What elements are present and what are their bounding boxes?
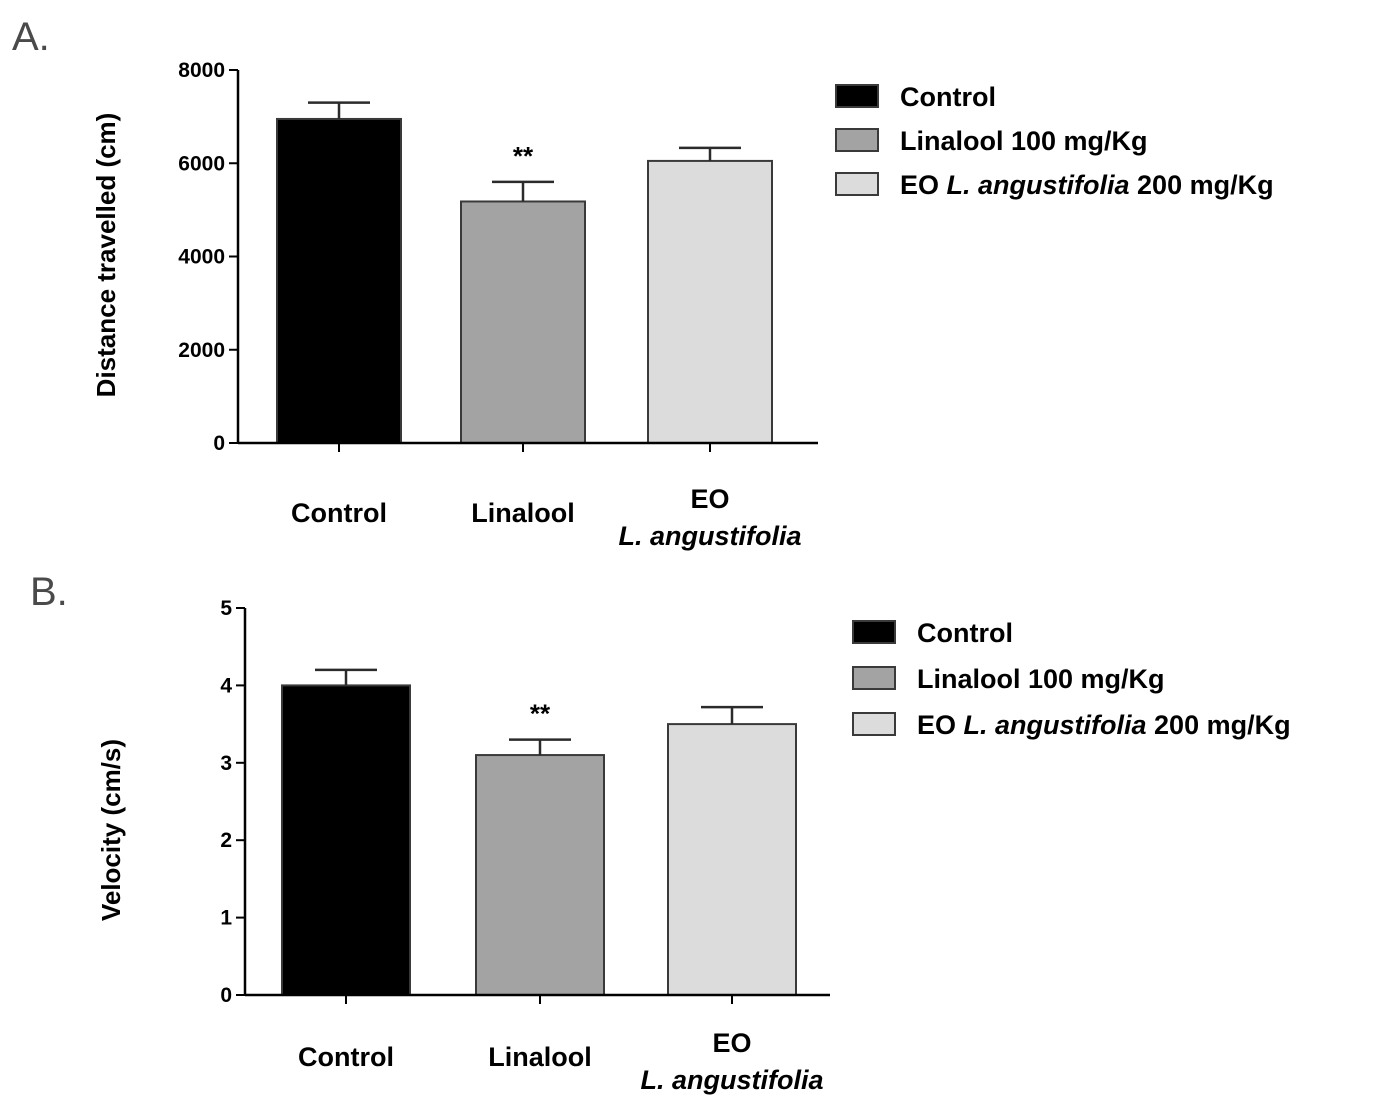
panel-a-letter: A.	[12, 15, 50, 59]
y-tick-label-a-2: 2000	[178, 339, 225, 362]
panel-a-distance-chart: A. ** 0 2000 4000 6000 8000 Distance travelled …	[12, 15, 1274, 551]
significance-label-b-2: **	[530, 699, 551, 729]
legend-label-b-3-part-1: EO	[917, 710, 964, 740]
bar-b-1	[281, 684, 411, 997]
y-tick-label-b-4: 3	[220, 752, 232, 775]
legend-label-b-1: Control	[917, 618, 1013, 648]
legend-label-b-3-part-2: L. angustifolia	[964, 710, 1147, 740]
bar-a-2	[460, 200, 586, 444]
category-label-b-3-line2: L. angustifolia	[640, 1065, 823, 1095]
y-tick-label-b-3: 2	[220, 829, 232, 852]
bar-b-2	[475, 754, 605, 996]
category-label-b-2: Linalool	[488, 1042, 592, 1072]
y-tick-label-a-4: 6000	[178, 152, 225, 175]
legend-swatch-a-3	[835, 172, 879, 196]
category-label-a-3: EO	[690, 484, 729, 514]
bar-b-3	[667, 723, 797, 996]
legend-label-b-1-part-1: Control	[917, 618, 1013, 648]
legend-label-a-1: Control	[900, 82, 996, 112]
panel-b-velocity-chart: B. ** 0 1 2 3 4 5 Velocity (cm/s) Control Linalool…	[30, 570, 1291, 1095]
legend-label-a-3-part-1: EO	[900, 170, 947, 200]
category-label-a-3-line2: L. angustifolia	[618, 521, 801, 551]
y-axis-title-b: Velocity (cm/s)	[96, 739, 126, 921]
legend-label-a-1-part-1: Control	[900, 82, 996, 112]
legend-label-a-3: EO L. angustifolia 200 mg/Kg	[900, 170, 1274, 200]
panel-b-letter: B.	[30, 570, 68, 614]
legend-swatch-a-1	[835, 84, 879, 108]
category-label-a-2: Linalool	[471, 498, 575, 528]
legend-swatch-b-2	[852, 666, 896, 690]
legend-label-a-3-part-2: L. angustifolia	[947, 170, 1130, 200]
legend-swatch-b-1	[852, 620, 896, 644]
y-tick-label-a-1: 0	[213, 432, 225, 455]
y-tick-label-b-6: 5	[220, 597, 232, 620]
y-axis-title-a: Distance travelled (cm)	[91, 113, 121, 398]
legend-label-a-2-part-1: Linalool 100 mg/Kg	[900, 126, 1148, 156]
legend-label-b-2-part-1: Linalool 100 mg/Kg	[917, 664, 1165, 694]
category-label-a-1: Control	[291, 498, 387, 528]
legend-label-a-3-part-3: 200 mg/Kg	[1130, 170, 1274, 200]
legend-label-b-3: EO L. angustifolia 200 mg/Kg	[917, 710, 1291, 740]
y-tick-label-b-5: 4	[220, 674, 232, 697]
y-tick-label-b-1: 0	[220, 984, 232, 1007]
significance-label-a-2: **	[513, 141, 534, 171]
y-tick-label-a-3: 4000	[178, 246, 225, 269]
category-label-b-3: EO	[712, 1028, 751, 1058]
legend-label-b-3-part-3: 200 mg/Kg	[1147, 710, 1291, 740]
legend-swatch-a-2	[835, 128, 879, 152]
bar-a-1	[276, 117, 402, 445]
bar-a-3	[647, 159, 773, 444]
y-tick-label-b-2: 1	[220, 907, 232, 930]
legend-swatch-b-3	[852, 712, 896, 736]
legend-label-a-2: Linalool 100 mg/Kg	[900, 126, 1148, 156]
y-tick-label-a-5: 8000	[178, 59, 225, 82]
legend-label-b-2: Linalool 100 mg/Kg	[917, 664, 1165, 694]
category-label-b-1: Control	[298, 1042, 394, 1072]
